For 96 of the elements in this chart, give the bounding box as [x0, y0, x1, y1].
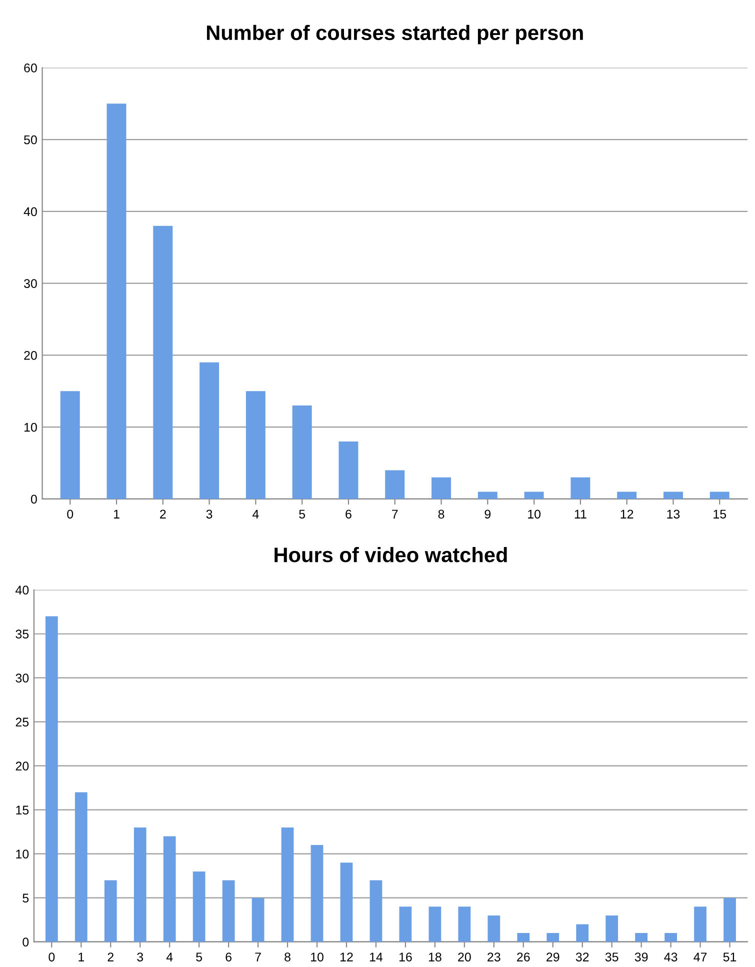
bar: [281, 827, 294, 942]
x-tick-label: 20: [458, 952, 471, 962]
bar: [370, 880, 382, 942]
x-tick-label: 8: [438, 510, 444, 519]
y-tick-label: 35: [16, 630, 29, 639]
x-tick-label: 7: [392, 510, 398, 518]
x-tick-label: 5: [299, 510, 306, 519]
bar: [252, 898, 264, 942]
bar: [432, 477, 451, 499]
bar: [546, 933, 560, 942]
x-tick-label: 3: [137, 952, 144, 962]
x-tick-label: 1: [114, 510, 120, 518]
bar: [45, 616, 58, 942]
bar: [664, 933, 677, 942]
bar: [399, 906, 412, 942]
y-tick-label: 20: [24, 351, 37, 360]
y-tick-label: 40: [16, 586, 29, 595]
x-tick-label: 0: [67, 510, 74, 519]
bar: [74, 792, 88, 942]
x-tick-label: 10: [528, 510, 541, 519]
x-tick-label: 6: [346, 510, 352, 519]
y-tick-label: 0: [22, 938, 29, 947]
x-tick-label: 2: [160, 510, 166, 518]
bar: [340, 862, 353, 942]
y-tick-label: 10: [24, 422, 37, 432]
chart-title: Number of courses started per person: [206, 24, 583, 44]
bar: [710, 492, 730, 499]
x-tick-label: 3: [206, 510, 212, 519]
x-tick-label: 9: [484, 510, 491, 519]
x-tick-label: 5: [196, 952, 202, 962]
bar: [222, 880, 235, 942]
x-tick-label: 15: [714, 510, 726, 519]
x-tick-label: 7: [255, 952, 261, 962]
x-tick-label: 6: [226, 952, 232, 962]
bar: [192, 871, 206, 942]
x-tick-label: 8: [284, 952, 290, 962]
x-tick-label: 18: [428, 952, 442, 962]
bar: [153, 226, 173, 499]
bar: [524, 492, 544, 499]
bar: [635, 933, 648, 942]
x-tick-label: 26: [517, 952, 530, 962]
x-tick-label: 39: [634, 952, 648, 962]
x-tick-label: 4: [166, 952, 173, 962]
x-tick-label: 1: [78, 952, 84, 962]
bar: [310, 845, 324, 942]
y-tick-label: 20: [16, 762, 29, 771]
y-tick-label: 30: [16, 674, 29, 683]
x-tick-label: 29: [546, 952, 560, 962]
y-tick-label: 10: [16, 850, 29, 859]
bar: [428, 906, 442, 942]
bar: [663, 492, 683, 499]
bar: [106, 104, 126, 499]
bar: [292, 406, 312, 499]
bar: [488, 915, 500, 942]
x-tick-label: 0: [48, 952, 55, 962]
bar: [606, 915, 618, 942]
bar: [458, 906, 471, 942]
bar: [200, 362, 220, 499]
y-tick-label: 60: [24, 63, 37, 72]
bar: [724, 898, 736, 942]
bar: [617, 492, 637, 499]
y-tick-label: 15: [16, 806, 29, 815]
x-tick-label: 4: [252, 510, 259, 518]
x-tick-label: 35: [605, 952, 618, 962]
bar: [517, 933, 530, 942]
x-tick-label: 16: [399, 952, 412, 962]
bar: [385, 470, 405, 499]
x-tick-label: 12: [340, 952, 353, 962]
bar: [570, 477, 590, 499]
x-tick-label: 2: [108, 952, 114, 962]
chart-title: Hours of video watched: [274, 546, 507, 562]
y-tick-label: 0: [30, 494, 37, 504]
bar: [246, 391, 266, 499]
x-tick-label: 10: [311, 952, 324, 962]
y-tick-label: 30: [24, 279, 37, 288]
bar: [694, 906, 706, 942]
y-tick-label: 5: [22, 894, 29, 903]
x-tick-label: 47: [694, 952, 707, 962]
x-tick-label: 12: [620, 510, 634, 518]
y-tick-label: 40: [24, 207, 37, 216]
bar: [60, 391, 80, 499]
bar: [478, 492, 498, 499]
x-tick-label: 23: [488, 952, 500, 962]
y-tick-label: 25: [16, 718, 29, 727]
bar: [338, 441, 358, 499]
x-tick-label: 32: [576, 952, 589, 962]
x-tick-label: 14: [370, 952, 383, 962]
x-tick-label: 13: [667, 510, 680, 519]
x-tick-label: 11: [574, 510, 586, 518]
bar: [163, 836, 176, 942]
x-tick-label: 51: [723, 952, 736, 962]
bar: [576, 924, 589, 942]
y-tick-label: 50: [24, 135, 37, 144]
bar: [134, 827, 146, 942]
bar: [104, 880, 117, 942]
x-tick-label: 43: [664, 952, 678, 962]
